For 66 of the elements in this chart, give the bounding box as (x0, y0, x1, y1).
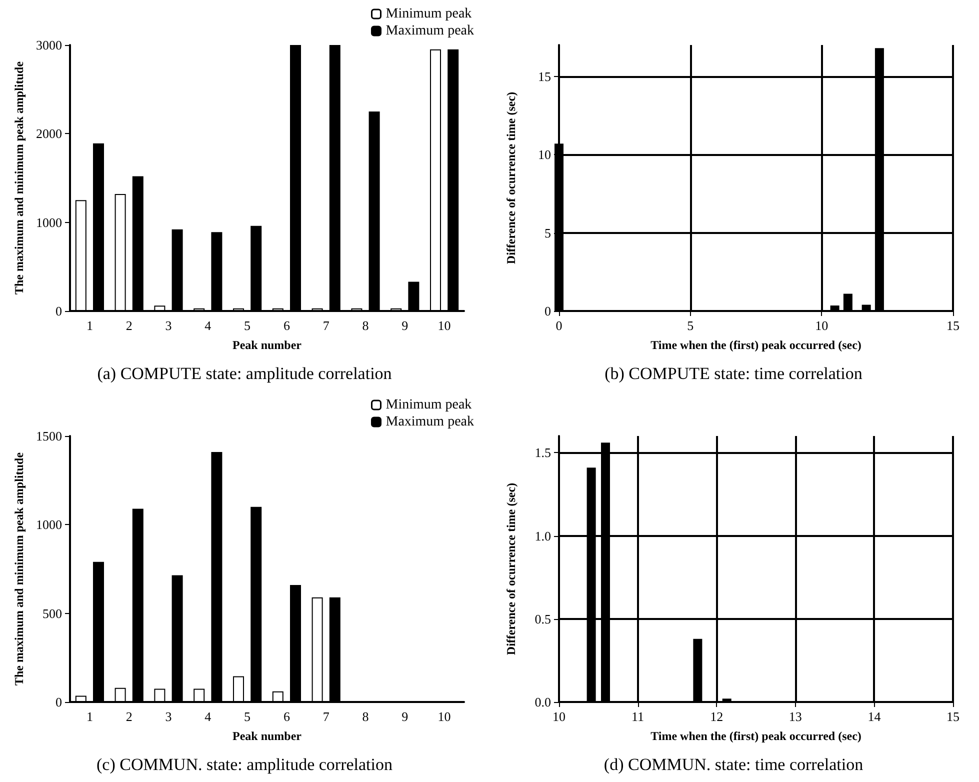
legend-label: Maximum peak (386, 414, 474, 430)
text: (d) COMMUN. state: time correlation (604, 755, 864, 774)
legend-label: Minimum peak (386, 6, 472, 22)
y-axis-title: The maximum and minimum peak amplitude (12, 452, 26, 686)
x-axis-title: Time when the (first) peak occurred (sec) (650, 338, 862, 352)
y-tick-label: 0 (56, 304, 62, 318)
y-tick-label: 1.5 (534, 445, 551, 460)
bar (830, 306, 840, 311)
x-tick-label: 8 (362, 709, 369, 724)
x-tick-label: 4 (204, 709, 212, 724)
x-tick-label: 5 (687, 318, 694, 333)
x-tick-label: 9 (402, 318, 408, 333)
x-tick-label: 7 (322, 318, 330, 333)
x-tick-label: 3 (165, 709, 172, 724)
x-tick-label: 2 (126, 318, 132, 333)
x-tick-label: 2 (126, 709, 132, 724)
x-axis-title: Peak number (232, 729, 302, 743)
y-tick-label: 15 (538, 68, 551, 84)
bar (722, 698, 732, 702)
x-tick-label: 3 (165, 318, 172, 333)
y-axis-title: Difference of ocurrence time (sec) (504, 482, 518, 656)
y-tick-label: 500 (42, 606, 62, 621)
y-tick-label: 5 (544, 225, 551, 240)
x-tick-label: 6 (283, 318, 290, 333)
x-tick-label: 4 (204, 318, 212, 333)
x-tick-label: 5 (244, 709, 251, 724)
x-tick-label: 1 (86, 709, 93, 724)
x-tick-label: 1 (86, 318, 93, 333)
y-tick-label: 1000 (36, 517, 62, 532)
x-tick-label: 15 (946, 709, 960, 724)
bar (862, 304, 871, 311)
y-tick-label: 0.0 (534, 694, 551, 710)
x-tick-label: 7 (322, 709, 330, 724)
y-tick-label: 2000 (36, 126, 62, 142)
text: (c) COMMUN. state: amplitude correlation (96, 755, 393, 774)
x-tick-label: 10 (438, 709, 451, 724)
x-tick-label: 9 (402, 709, 408, 724)
legend-label: Maximum peak (386, 24, 474, 38)
y-axis-title: Difference of ocurrence time (sec) (504, 92, 518, 264)
x-tick-label: 15 (946, 318, 960, 333)
y-tick-label: 3000 (36, 38, 62, 52)
y-tick-label: 10 (538, 147, 551, 162)
x-axis-title: Peak number (232, 338, 302, 352)
x-tick-label: 11 (632, 709, 644, 724)
text: (a) COMPUTE state: amplitude correlation (97, 364, 392, 383)
x-tick-label: 12 (710, 709, 724, 724)
y-tick-label: 0.5 (534, 611, 551, 626)
legend-label: Minimum peak (386, 398, 472, 412)
x-tick-label: 10 (438, 318, 451, 333)
x-tick-label: 14 (868, 709, 882, 724)
bar (843, 294, 852, 311)
y-tick-label: 1.0 (534, 528, 551, 544)
x-tick-label: 5 (244, 318, 251, 333)
x-tick-label: 10 (815, 318, 828, 333)
x-tick-label: 0 (556, 318, 562, 333)
y-tick-label: 1500 (36, 428, 62, 444)
bar (693, 638, 702, 702)
text: (b) COMPUTE state: time correlation (604, 364, 863, 383)
y-tick-label: 1000 (36, 214, 62, 230)
y-axis-title: The maximum and minimum peak amplitude (12, 60, 26, 295)
y-tick-label: 0 (544, 304, 551, 318)
x-tick-label: 6 (283, 709, 290, 724)
y-tick-label: 0 (56, 694, 62, 710)
x-axis-title: Time when the (first) peak occurred (sec) (650, 729, 862, 743)
x-tick-label: 8 (362, 318, 369, 333)
x-tick-label: 13 (788, 709, 802, 724)
